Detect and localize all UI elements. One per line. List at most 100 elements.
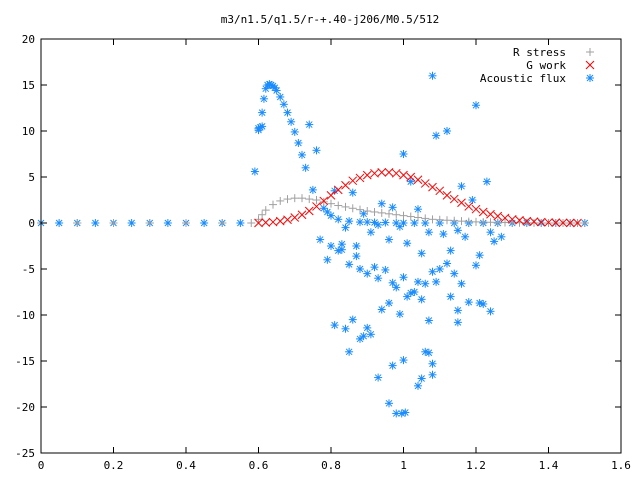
- data-point: [472, 101, 480, 110]
- data-point: [381, 265, 390, 274]
- data-point: [443, 127, 451, 135]
- data-point: [413, 175, 423, 185]
- data-point: [432, 277, 441, 286]
- data-point: [493, 218, 502, 227]
- data-point: [472, 261, 480, 270]
- y-tick-label: 15: [22, 79, 35, 92]
- data-point: [377, 168, 387, 177]
- data-point: [127, 219, 136, 227]
- data-point: [352, 242, 361, 250]
- data-point: [345, 347, 354, 356]
- data-point: [507, 214, 517, 224]
- data-point: [366, 228, 375, 237]
- data-point: [453, 306, 462, 315]
- y-tick-label: 5: [28, 171, 35, 184]
- x-tick-label: 1: [400, 459, 407, 472]
- data-point: [283, 195, 292, 204]
- data-point: [182, 219, 190, 227]
- data-point: [356, 218, 364, 227]
- data-point: [529, 217, 539, 226]
- data-point: [399, 211, 408, 220]
- data-point: [275, 216, 285, 226]
- data-point: [421, 279, 430, 288]
- data-point: [442, 191, 452, 200]
- data-point: [457, 279, 466, 288]
- data-point: [414, 277, 422, 286]
- data-point: [330, 321, 339, 330]
- y-tick-label: 20: [22, 33, 35, 46]
- data-point: [333, 185, 343, 195]
- data-point: [403, 292, 412, 301]
- data-point: [395, 222, 404, 231]
- data-point: [348, 204, 357, 213]
- x-tick-label: 0.6: [249, 459, 269, 472]
- data-point: [486, 218, 495, 227]
- x-tick-label: 1.2: [466, 459, 486, 472]
- data-point: [363, 218, 372, 227]
- data-point: [268, 217, 278, 227]
- data-point: [414, 381, 422, 390]
- data-point: [490, 237, 499, 246]
- data-point: [258, 108, 267, 117]
- data-point: [453, 226, 462, 235]
- data-point: [443, 216, 451, 225]
- data-point: [247, 219, 256, 227]
- data-point: [544, 218, 553, 227]
- x-tick-label: 1.4: [539, 459, 559, 472]
- data-point: [145, 219, 154, 227]
- data-point: [290, 127, 299, 136]
- data-point: [536, 217, 546, 227]
- data-point: [334, 201, 343, 210]
- data-point: [356, 334, 364, 343]
- data-point: [312, 196, 321, 204]
- data-point: [486, 209, 495, 219]
- data-point: [341, 180, 350, 190]
- data-point: [276, 92, 285, 101]
- data-point: [515, 215, 524, 225]
- data-point: [385, 299, 393, 308]
- data-point: [327, 199, 335, 208]
- data-point: [345, 217, 354, 226]
- data-point: [362, 170, 372, 180]
- data-point: [312, 202, 321, 211]
- data-point: [258, 122, 267, 131]
- data-point: [287, 117, 296, 126]
- legend-marker: [585, 60, 595, 70]
- data-point: [428, 215, 437, 224]
- data-point: [428, 370, 437, 379]
- data-point: [399, 273, 408, 282]
- data-point: [403, 239, 412, 248]
- data-point: [355, 173, 365, 183]
- data-point: [259, 94, 268, 103]
- data-point: [363, 207, 372, 216]
- data-point: [163, 219, 172, 227]
- data-point: [573, 218, 582, 228]
- data-point: [435, 215, 444, 224]
- data-point: [501, 218, 509, 227]
- data-point: [305, 195, 314, 204]
- data-point: [316, 235, 325, 244]
- data-point: [457, 182, 466, 191]
- data-point: [537, 219, 546, 227]
- series-g-work: [254, 168, 582, 228]
- data-point: [308, 185, 317, 194]
- data-point: [261, 206, 270, 215]
- data-point: [417, 249, 426, 258]
- data-point: [565, 218, 575, 228]
- data-point: [370, 263, 379, 272]
- data-point: [406, 288, 415, 297]
- data-point: [551, 218, 561, 227]
- data-point: [374, 220, 383, 229]
- data-point: [446, 292, 455, 301]
- data-point: [406, 212, 415, 221]
- data-point: [323, 255, 332, 264]
- legend-label: Acoustic flux: [480, 72, 566, 85]
- data-point: [319, 197, 328, 206]
- data-point: [414, 213, 422, 222]
- data-point: [301, 163, 310, 172]
- data-point: [385, 399, 393, 408]
- data-point: [471, 204, 481, 214]
- data-point: [435, 186, 445, 196]
- data-point: [388, 278, 397, 287]
- axes: 0 0.2 0.4 0.6 0.8 1 1.2 1.4 1.6 20 15 10 5 0 -5 -10 -15 -…: [15, 33, 631, 472]
